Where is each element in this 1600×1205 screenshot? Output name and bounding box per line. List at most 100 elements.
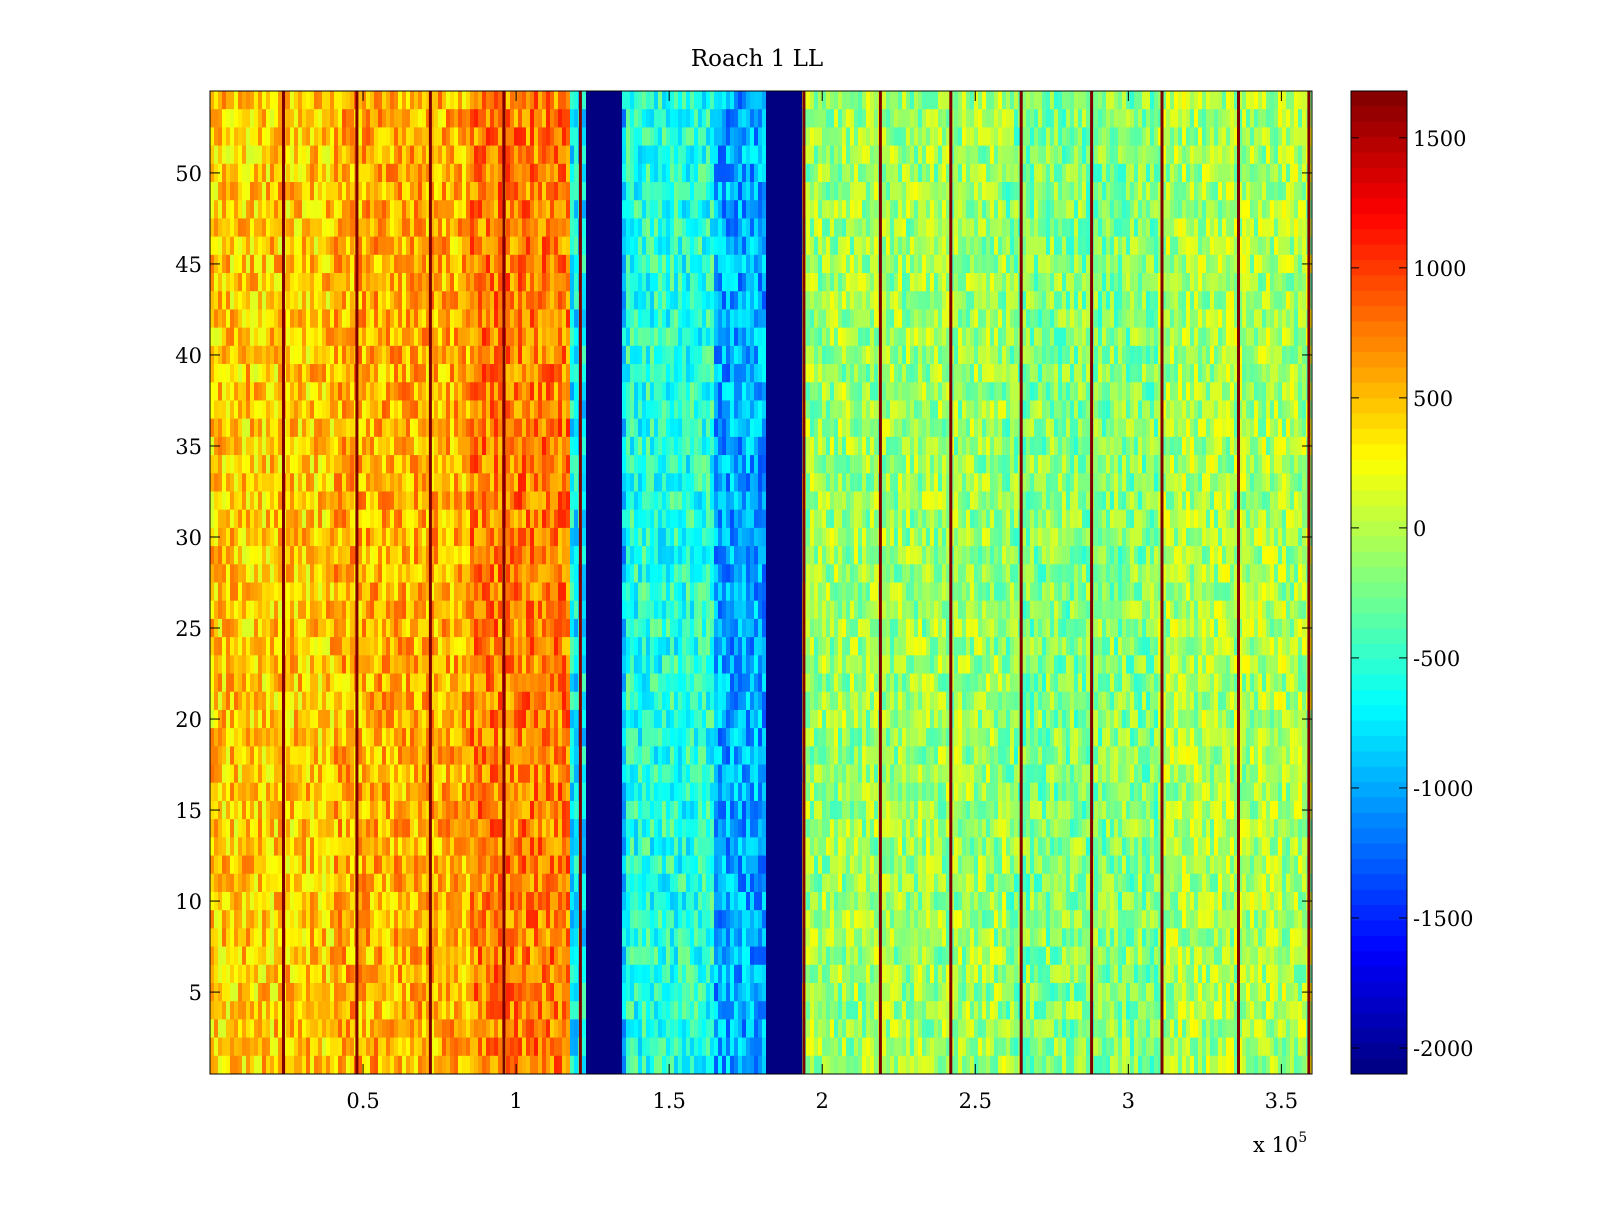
heatmap-cell — [238, 327, 243, 347]
heatmap-cell — [1278, 382, 1283, 401]
heatmap-cell — [466, 364, 471, 383]
heatmap-cell — [1102, 400, 1107, 420]
heatmap-cell — [1310, 291, 1313, 310]
heatmap-cell — [566, 327, 571, 347]
heatmap-cell — [262, 291, 267, 310]
heatmap-cell — [590, 163, 595, 183]
heatmap-cell — [562, 382, 567, 401]
heatmap-cell — [1146, 273, 1151, 292]
heatmap-cell — [666, 109, 671, 128]
heatmap-cell — [1174, 400, 1179, 420]
heatmap-cell — [442, 236, 447, 256]
heatmap-cell — [746, 109, 751, 128]
heatmap-cell — [934, 254, 939, 274]
heatmap-cell — [754, 382, 759, 401]
heatmap-cell — [1022, 236, 1027, 256]
heatmap-cell — [258, 182, 263, 201]
heatmap-cell — [762, 127, 767, 147]
heatmap-cell — [634, 182, 639, 201]
heatmap-cell — [1030, 91, 1035, 110]
heatmap-cell — [470, 327, 475, 347]
heatmap-cell — [790, 364, 795, 383]
heatmap-cell — [638, 127, 643, 147]
heatmap-cell — [710, 364, 715, 383]
heatmap-cell — [730, 273, 735, 292]
heatmap-cell — [666, 91, 671, 110]
heatmap-cell — [782, 364, 787, 383]
heatmap-cell — [1082, 273, 1087, 292]
heatmap-cell — [1166, 382, 1171, 401]
heatmap-cell — [1070, 182, 1075, 201]
heatmap-cell — [618, 400, 623, 420]
heatmap-cell — [814, 382, 819, 401]
heatmap-cell — [1030, 291, 1035, 310]
heatmap-cell — [610, 182, 615, 201]
heatmap-cell — [1038, 327, 1043, 347]
heatmap-cell — [258, 364, 263, 383]
heatmap-cell — [838, 364, 843, 383]
heatmap-cell — [462, 327, 467, 347]
heatmap-cell — [214, 127, 219, 147]
heatmap-cell — [1186, 127, 1191, 147]
heatmap-cell — [966, 254, 971, 274]
heatmap-cell — [434, 145, 439, 165]
heatmap-cell — [258, 145, 263, 165]
heatmap-cell — [582, 145, 587, 165]
heatmap-cell — [430, 218, 435, 238]
heatmap-cell — [474, 127, 479, 147]
heatmap-cell — [494, 309, 499, 329]
heatmap-cell — [262, 145, 267, 165]
heatmap-cell — [1238, 109, 1243, 128]
heatmap-cell — [614, 273, 619, 292]
heatmap-cell — [530, 254, 535, 274]
heatmap-cell — [522, 163, 527, 183]
heatmap-cell — [562, 309, 567, 329]
heatmap-cell — [782, 145, 787, 165]
heatmap-cell — [238, 163, 243, 183]
heatmap-cell — [1130, 236, 1135, 256]
heatmap-cell — [906, 236, 911, 256]
heatmap-cell — [558, 109, 563, 128]
heatmap-cell — [798, 273, 803, 292]
heatmap-cell — [1098, 327, 1103, 347]
heatmap-cell — [550, 182, 555, 201]
heatmap-cell — [810, 254, 815, 274]
heatmap-cell — [430, 254, 435, 274]
heatmap-cell — [538, 364, 543, 383]
heatmap-cell — [1242, 127, 1247, 147]
heatmap-cell — [290, 236, 295, 256]
heatmap-cell — [230, 345, 235, 365]
heatmap-cell — [546, 327, 551, 347]
heatmap-cell — [1182, 109, 1187, 128]
heatmap-cell — [530, 163, 535, 183]
heatmap-cell — [686, 145, 691, 165]
heatmap-cell — [234, 382, 239, 401]
heatmap-cell — [1066, 109, 1071, 128]
heatmap-cell — [686, 309, 691, 329]
heatmap-cell — [770, 273, 775, 292]
heatmap-cell — [310, 400, 315, 420]
heatmap-cell — [226, 327, 231, 347]
heatmap-cell — [1150, 200, 1155, 219]
heatmap-cell — [794, 400, 799, 420]
heatmap-cell — [590, 182, 595, 201]
heatmap-cell — [818, 400, 823, 420]
heatmap-cell — [1078, 109, 1083, 128]
heatmap-cell — [786, 163, 791, 183]
heatmap-cell — [1162, 345, 1167, 365]
heatmap-cell — [746, 309, 751, 329]
heatmap-cell — [294, 327, 299, 347]
heatmap-cell — [290, 327, 295, 347]
heatmap-cell — [946, 291, 951, 310]
heatmap-cell — [1174, 182, 1179, 201]
heatmap-cell — [910, 291, 915, 310]
heatmap-cell — [846, 273, 851, 292]
heatmap-cell — [746, 127, 751, 147]
heatmap-cell — [642, 218, 647, 238]
heatmap-cell — [330, 291, 335, 310]
heatmap-cell — [418, 91, 423, 110]
heatmap-cell — [842, 327, 847, 347]
heatmap-cell — [822, 345, 827, 365]
heatmap-cell — [574, 254, 579, 274]
heatmap-cell — [1238, 163, 1243, 183]
